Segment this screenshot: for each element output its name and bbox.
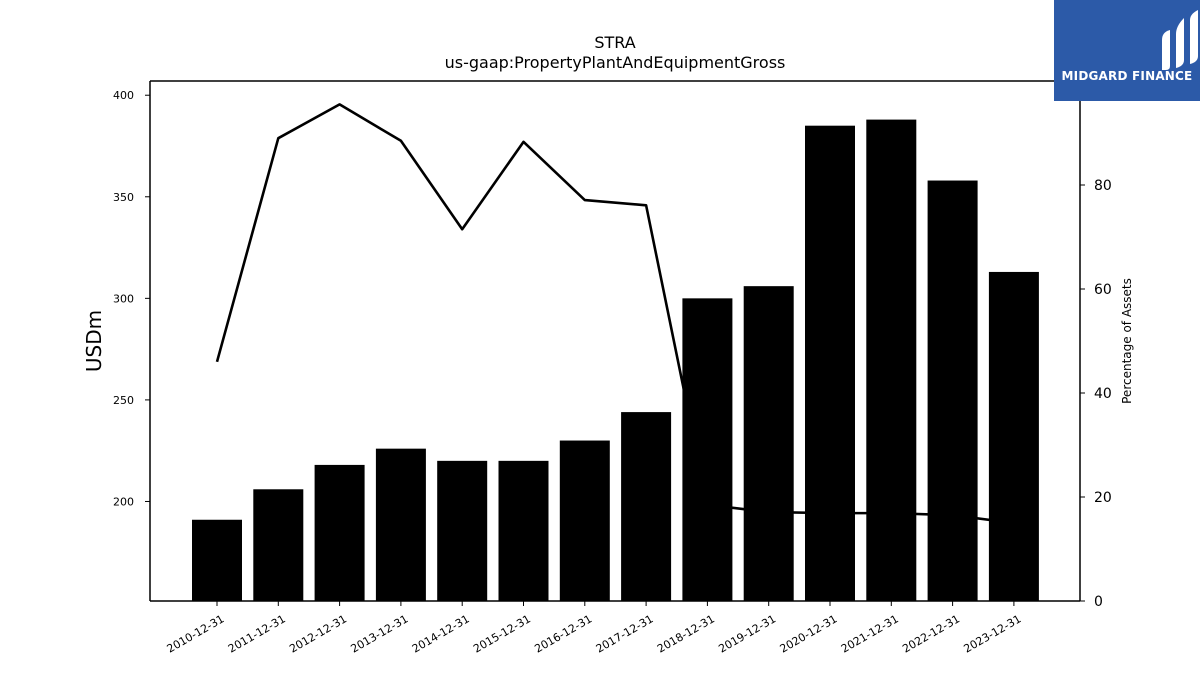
bar-2016-12-31	[559, 440, 610, 601]
x-tick-label: 2012-12-31	[287, 612, 349, 655]
bar-2018-12-31	[682, 298, 733, 601]
y-axis-label: USDm	[82, 310, 106, 372]
y2-tick-label: 0	[1094, 594, 1103, 610]
bar-2023-12-31	[988, 271, 1039, 601]
line-series	[215, 103, 1015, 525]
y2-tick-label: 80	[1094, 178, 1112, 194]
y-tick-label: 200	[113, 495, 134, 508]
y2-tick-label: 60	[1094, 282, 1112, 298]
y-tick-label: 250	[113, 394, 134, 407]
x-tick-label: 2019-12-31	[716, 612, 778, 655]
x-tick-label: 2020-12-31	[778, 612, 840, 655]
bar-2015-12-31	[498, 460, 549, 601]
chart-subtitle: us-gaap:PropertyPlantAndEquipmentGross	[445, 53, 786, 72]
bar-2014-12-31	[437, 460, 488, 601]
bar-2012-12-31	[314, 464, 365, 601]
x-tick-label: 2022-12-31	[900, 612, 962, 655]
x-tick-label: 2017-12-31	[594, 612, 656, 655]
x-tick-label: 2016-12-31	[532, 612, 594, 655]
bar-2010-12-31	[192, 519, 242, 601]
chart-title: STRA	[594, 33, 635, 52]
bar-2017-12-31	[621, 412, 672, 601]
bar-2021-12-31	[866, 119, 917, 601]
x-tick-label: 2014-12-31	[410, 612, 472, 655]
bar-2019-12-31	[743, 286, 794, 601]
logo: MIDGARD FINANCE	[1054, 0, 1200, 101]
percentage-line	[215, 103, 1015, 525]
x-tick-label: 2013-12-31	[349, 612, 411, 655]
y-tick-label: 400	[113, 89, 134, 102]
bar-2020-12-31	[805, 125, 855, 601]
y2-axis-label: Percentage of Assets	[1120, 278, 1134, 404]
logo-mark-icon	[1162, 10, 1198, 70]
x-tick-label: 2018-12-31	[655, 612, 717, 655]
bar-2022-12-31	[927, 180, 978, 601]
y-tick-label: 350	[113, 191, 134, 204]
y2-tick-label: 40	[1094, 386, 1112, 402]
x-tick-label: 2023-12-31	[962, 612, 1024, 655]
y-tick-label: 300	[113, 292, 134, 305]
x-tick-label: 2011-12-31	[226, 612, 288, 655]
bar-series	[192, 119, 1039, 601]
x-tick-label: 2021-12-31	[839, 612, 901, 655]
y2-tick-label: 20	[1094, 490, 1112, 506]
logo-text: MIDGARD FINANCE	[1061, 69, 1193, 83]
bar-2011-12-31	[253, 489, 304, 601]
x-tick-label: 2010-12-31	[165, 612, 227, 655]
x-tick-label: 2015-12-31	[471, 612, 533, 655]
bar-2013-12-31	[375, 448, 426, 601]
